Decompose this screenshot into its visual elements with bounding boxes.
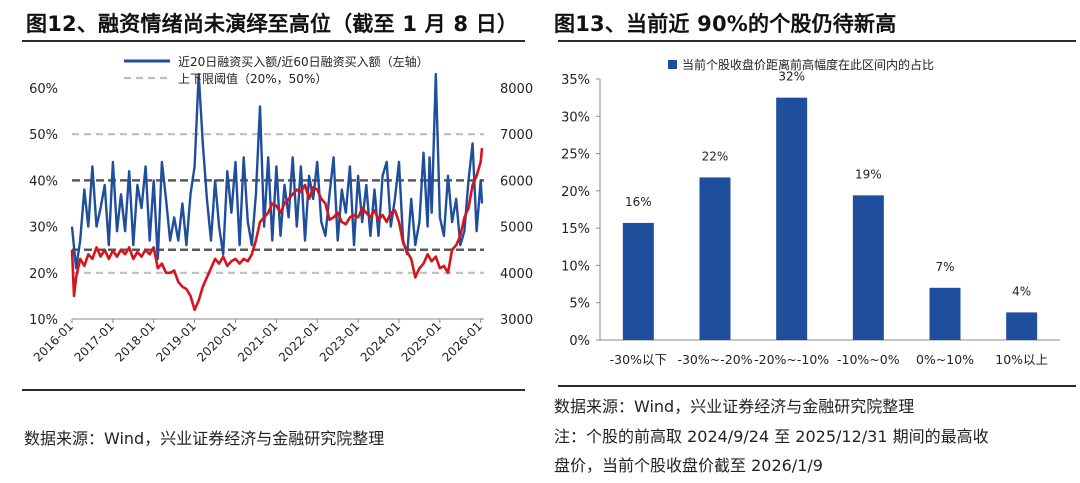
margin-buy-series-line: [70, 147, 484, 312]
y-tick-label: 10%: [561, 259, 590, 274]
line-chart: 2016-012017-012018-012019-012020-012021-…: [29, 54, 533, 365]
bar-data-label: 4%: [1012, 284, 1031, 298]
left-source-text: 数据来源：Wind，兴业证券经济与金融研究院整理: [24, 429, 385, 448]
legend-label-threshold: 上下限阈值（20%，50%）: [178, 71, 327, 86]
right-axis-tick-label: 8000: [500, 82, 533, 97]
left-panel: 图12、融资情绪尚未演绎至高位（截至 1 月 8 日） 2016-01 2017-…: [0, 0, 533, 483]
y-tick-label: 30%: [561, 110, 590, 125]
bar-0: [622, 222, 654, 340]
left-axis-tick-label: 20%: [29, 267, 58, 282]
x-category-label: 0%~10%: [916, 352, 974, 367]
left-axis-tick-label: 50%: [29, 128, 58, 143]
x-category-label: -30%以下: [610, 352, 667, 367]
x-category-label: 10%以上: [995, 352, 1048, 367]
y-tick-label: 20%: [561, 185, 590, 200]
legend-label-ratio: 近20日融资买入额/近60日融资买入额（左轴）: [178, 54, 429, 69]
legend-label: 当前个股收盘价距离前高幅度在此区间内的占比: [682, 57, 934, 72]
bar-data-label: 7%: [935, 260, 954, 274]
x-category-label: -20%~-10%: [754, 352, 829, 367]
ratio-series-line: [70, 72, 484, 270]
y-tick-label: 35%: [561, 73, 590, 88]
x-tick-label: 2024-01: [358, 319, 403, 364]
right-axis-tick-label: 3000: [500, 313, 533, 328]
bar-4: [929, 287, 961, 340]
x-tick-label: 2018-01: [113, 319, 158, 364]
x-tick-label: 2019-01: [153, 319, 198, 364]
x-tick-label: 2025-01: [399, 319, 444, 364]
right-title-rule: [558, 40, 1076, 42]
bar-data-label: 16%: [625, 195, 652, 209]
x-tick-label: 2020-01: [194, 319, 239, 364]
right-source-text: 数据来源：Wind，兴业证券经济与金融研究院整理: [554, 397, 915, 416]
left-title-rule: [22, 40, 525, 42]
right-note-line1: 注：个股的前高取 2024/9/24 至 2025/12/31 期间的最高收: [554, 427, 989, 446]
bar-data-label: 22%: [702, 149, 729, 163]
right-chart-title: 图13、当前近 90%的个股仍待新高: [554, 12, 897, 36]
right-axis-tick-label: 4000: [500, 267, 533, 282]
left-axis-tick-label: 10%: [29, 313, 58, 328]
x-category-label: -30%~-20%: [677, 352, 752, 367]
x-tick-label: 2021-01: [235, 319, 280, 364]
x-tick-label: 2022-01: [276, 319, 321, 364]
left-axis-tick-label: 40%: [29, 174, 58, 189]
right-note-line2: 盘价，当前个股收盘价截至 2026/1/9: [554, 456, 823, 475]
left-axis-tick-label: 30%: [29, 221, 58, 236]
bar-chart: 0% 5% 10% 15% 20% 25% 30% 35% 16% -30%以下 22% -30%~-…: [561, 57, 1060, 367]
left-chart-title: 图12、融资情绪尚未演绎至高位（截至 1 月 8 日）: [26, 12, 519, 36]
legend-swatch: [668, 60, 677, 69]
x-tick-label: 2026-01: [439, 319, 484, 364]
y-tick-label: 25%: [561, 148, 590, 163]
bar-data-label: 32%: [778, 70, 805, 84]
left-axis-tick-label: 60%: [29, 82, 58, 97]
right-axis-tick-label: 6000: [500, 174, 533, 189]
right-axis-tick-label: 5000: [500, 221, 533, 236]
bar-5: [1006, 312, 1038, 340]
right-axis-tick-label: 7000: [500, 128, 533, 143]
bar-1: [699, 177, 731, 340]
left-source-rule: [22, 389, 525, 391]
x-category-label: -10%~0%: [837, 352, 900, 367]
right-panel: 图13、当前近 90%的个股仍待新高 0% 5% 10% 15% 20% 25% 30% 35…: [540, 0, 1080, 483]
x-tick-label: 2023-01: [317, 319, 362, 364]
right-source-rule: [558, 385, 1076, 387]
bar-3: [852, 195, 884, 340]
y-tick-label: 15%: [561, 222, 590, 237]
y-tick-label: 0%: [569, 334, 590, 349]
y-tick-label: 5%: [569, 297, 590, 312]
bar-2: [776, 97, 808, 340]
x-tick-label: 2017-01: [72, 319, 117, 364]
bar-data-label: 19%: [855, 167, 882, 181]
